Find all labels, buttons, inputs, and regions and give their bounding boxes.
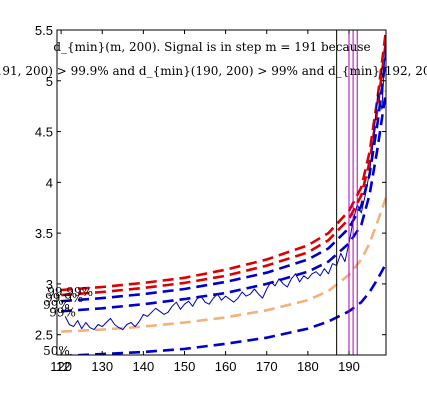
x-axis: 120 130 140 150 160 170 180 190 12: [50, 30, 360, 374]
x-tick-label-140: 140: [133, 359, 155, 374]
chart-title-line-2: d_{min}(191, 200) > 99.9% and d_{min}(19…: [0, 64, 427, 78]
envelope-label-4: 50%: [43, 344, 70, 358]
data-series-group: [61, 30, 386, 355]
envelope-line-5: [61, 262, 386, 355]
y-tick-label-3: 3: [46, 277, 53, 292]
x-tick-label-150: 150: [174, 359, 196, 374]
y-tick-label-4: 4: [46, 175, 53, 190]
x-tick-label-170: 170: [256, 359, 278, 374]
envelope-label-2: 99%: [43, 298, 70, 312]
x-extra-label: 12: [56, 359, 70, 374]
signal-line-6: [64, 35, 386, 331]
y-axis: 2.5 3 3.5 4 4.5 5 5.5: [35, 23, 386, 343]
y-tick-label-3.5: 3.5: [35, 226, 53, 241]
envelope-line-1: [61, 40, 386, 297]
envelope-labels-group: 99.99%99.9%99%99% 50%: [43, 285, 93, 358]
plot-frame: [56, 29, 387, 356]
vertical-lines-group: [336, 30, 358, 355]
envelope-label-0: 99.99%: [47, 285, 93, 299]
envelope-label-3: 99%: [49, 305, 76, 319]
x-tick-label-120: 120: [50, 359, 72, 374]
y-tick-label-4.5: 4.5: [35, 125, 53, 140]
y-tick-label-5.5: 5.5: [35, 23, 53, 38]
y-tick-label-2.5: 2.5: [35, 328, 53, 343]
chart-title-line-1: d_{min}(m, 200). Signal is in step m = 1…: [53, 40, 370, 54]
x-tick-label-190: 190: [338, 359, 360, 374]
x-tick-label-130: 130: [91, 359, 113, 374]
plot-background: [57, 30, 386, 355]
y-tick-label-5: 5: [46, 74, 53, 89]
envelope-label-1: 99.9%: [45, 291, 83, 305]
x-tick-label-180: 180: [297, 359, 319, 374]
x-tick-label-160: 160: [215, 359, 237, 374]
